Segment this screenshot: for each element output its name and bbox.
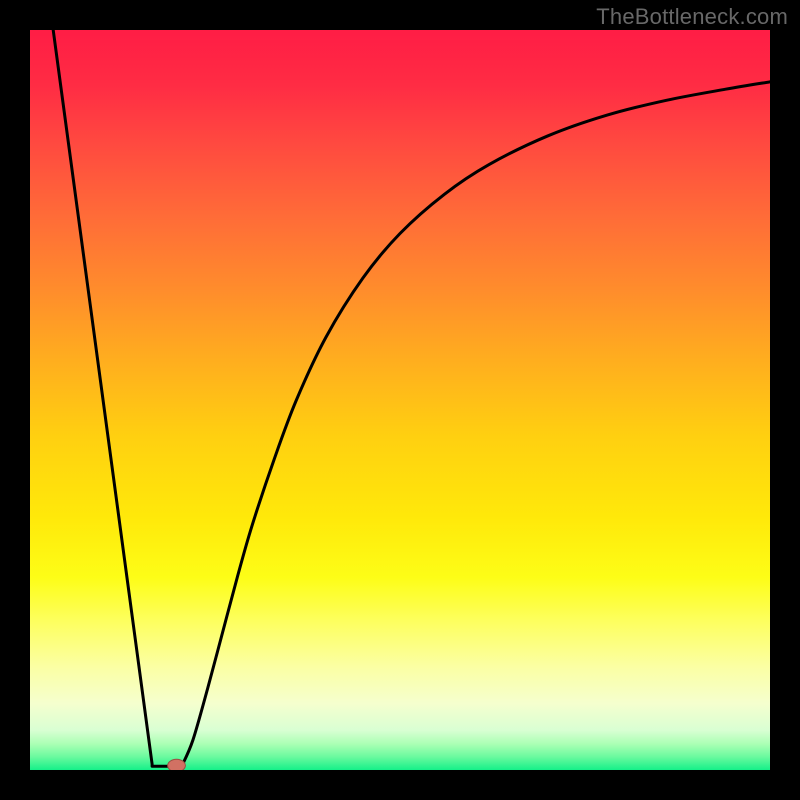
watermark-text: TheBottleneck.com <box>596 4 788 30</box>
plot-background <box>30 30 770 770</box>
chart-frame: TheBottleneck.com <box>0 0 800 800</box>
bottleneck-curve-chart <box>0 0 800 800</box>
optimal-point-marker <box>168 759 186 772</box>
